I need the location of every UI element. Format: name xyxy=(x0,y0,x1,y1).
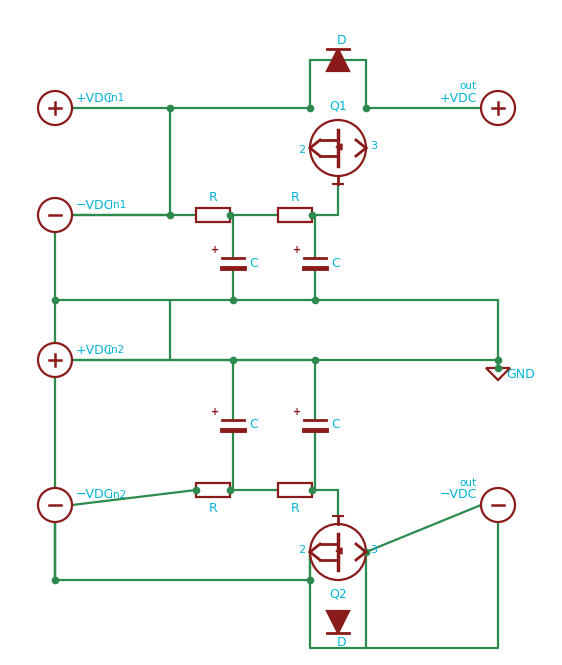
Polygon shape xyxy=(336,144,342,150)
Text: 2: 2 xyxy=(298,145,306,155)
Polygon shape xyxy=(336,548,342,554)
Bar xyxy=(278,483,312,497)
Text: +VDC: +VDC xyxy=(76,92,114,104)
Bar xyxy=(196,483,230,497)
Text: C: C xyxy=(331,418,340,432)
Circle shape xyxy=(481,488,515,522)
Circle shape xyxy=(38,91,72,125)
Polygon shape xyxy=(327,611,349,633)
Text: +: + xyxy=(293,407,301,417)
Text: 2: 2 xyxy=(298,545,306,555)
Text: Q1: Q1 xyxy=(329,100,347,112)
Text: in1: in1 xyxy=(108,93,124,103)
Text: D: D xyxy=(337,636,347,648)
Text: out: out xyxy=(460,81,477,91)
Text: R: R xyxy=(209,501,217,515)
Text: C: C xyxy=(249,418,258,432)
Text: +: + xyxy=(211,407,219,417)
Circle shape xyxy=(38,198,72,232)
Text: −VDC: −VDC xyxy=(76,198,114,211)
Text: C: C xyxy=(331,257,340,269)
Text: C: C xyxy=(249,257,258,269)
Text: in1: in1 xyxy=(110,200,126,210)
Polygon shape xyxy=(327,49,349,71)
Text: −VDC: −VDC xyxy=(439,489,477,501)
Text: +: + xyxy=(211,245,219,255)
Text: −VDC: −VDC xyxy=(76,489,114,501)
Text: Q2: Q2 xyxy=(329,587,347,600)
Text: +VDC: +VDC xyxy=(76,344,114,356)
Circle shape xyxy=(310,524,366,580)
Text: D: D xyxy=(337,33,347,47)
Text: 3: 3 xyxy=(370,545,378,555)
Text: R: R xyxy=(209,190,217,203)
Text: 3: 3 xyxy=(370,141,378,151)
Text: out: out xyxy=(460,478,477,488)
Circle shape xyxy=(38,343,72,377)
Text: +: + xyxy=(293,245,301,255)
Circle shape xyxy=(310,120,366,176)
Text: in2: in2 xyxy=(110,490,126,500)
Polygon shape xyxy=(486,368,510,380)
Text: R: R xyxy=(291,501,300,515)
Text: R: R xyxy=(291,190,300,203)
Text: +VDC: +VDC xyxy=(439,92,477,104)
Circle shape xyxy=(38,488,72,522)
Bar xyxy=(196,208,230,222)
Circle shape xyxy=(481,91,515,125)
Text: in2: in2 xyxy=(108,345,124,355)
Text: GND: GND xyxy=(506,368,535,380)
Bar xyxy=(278,208,312,222)
